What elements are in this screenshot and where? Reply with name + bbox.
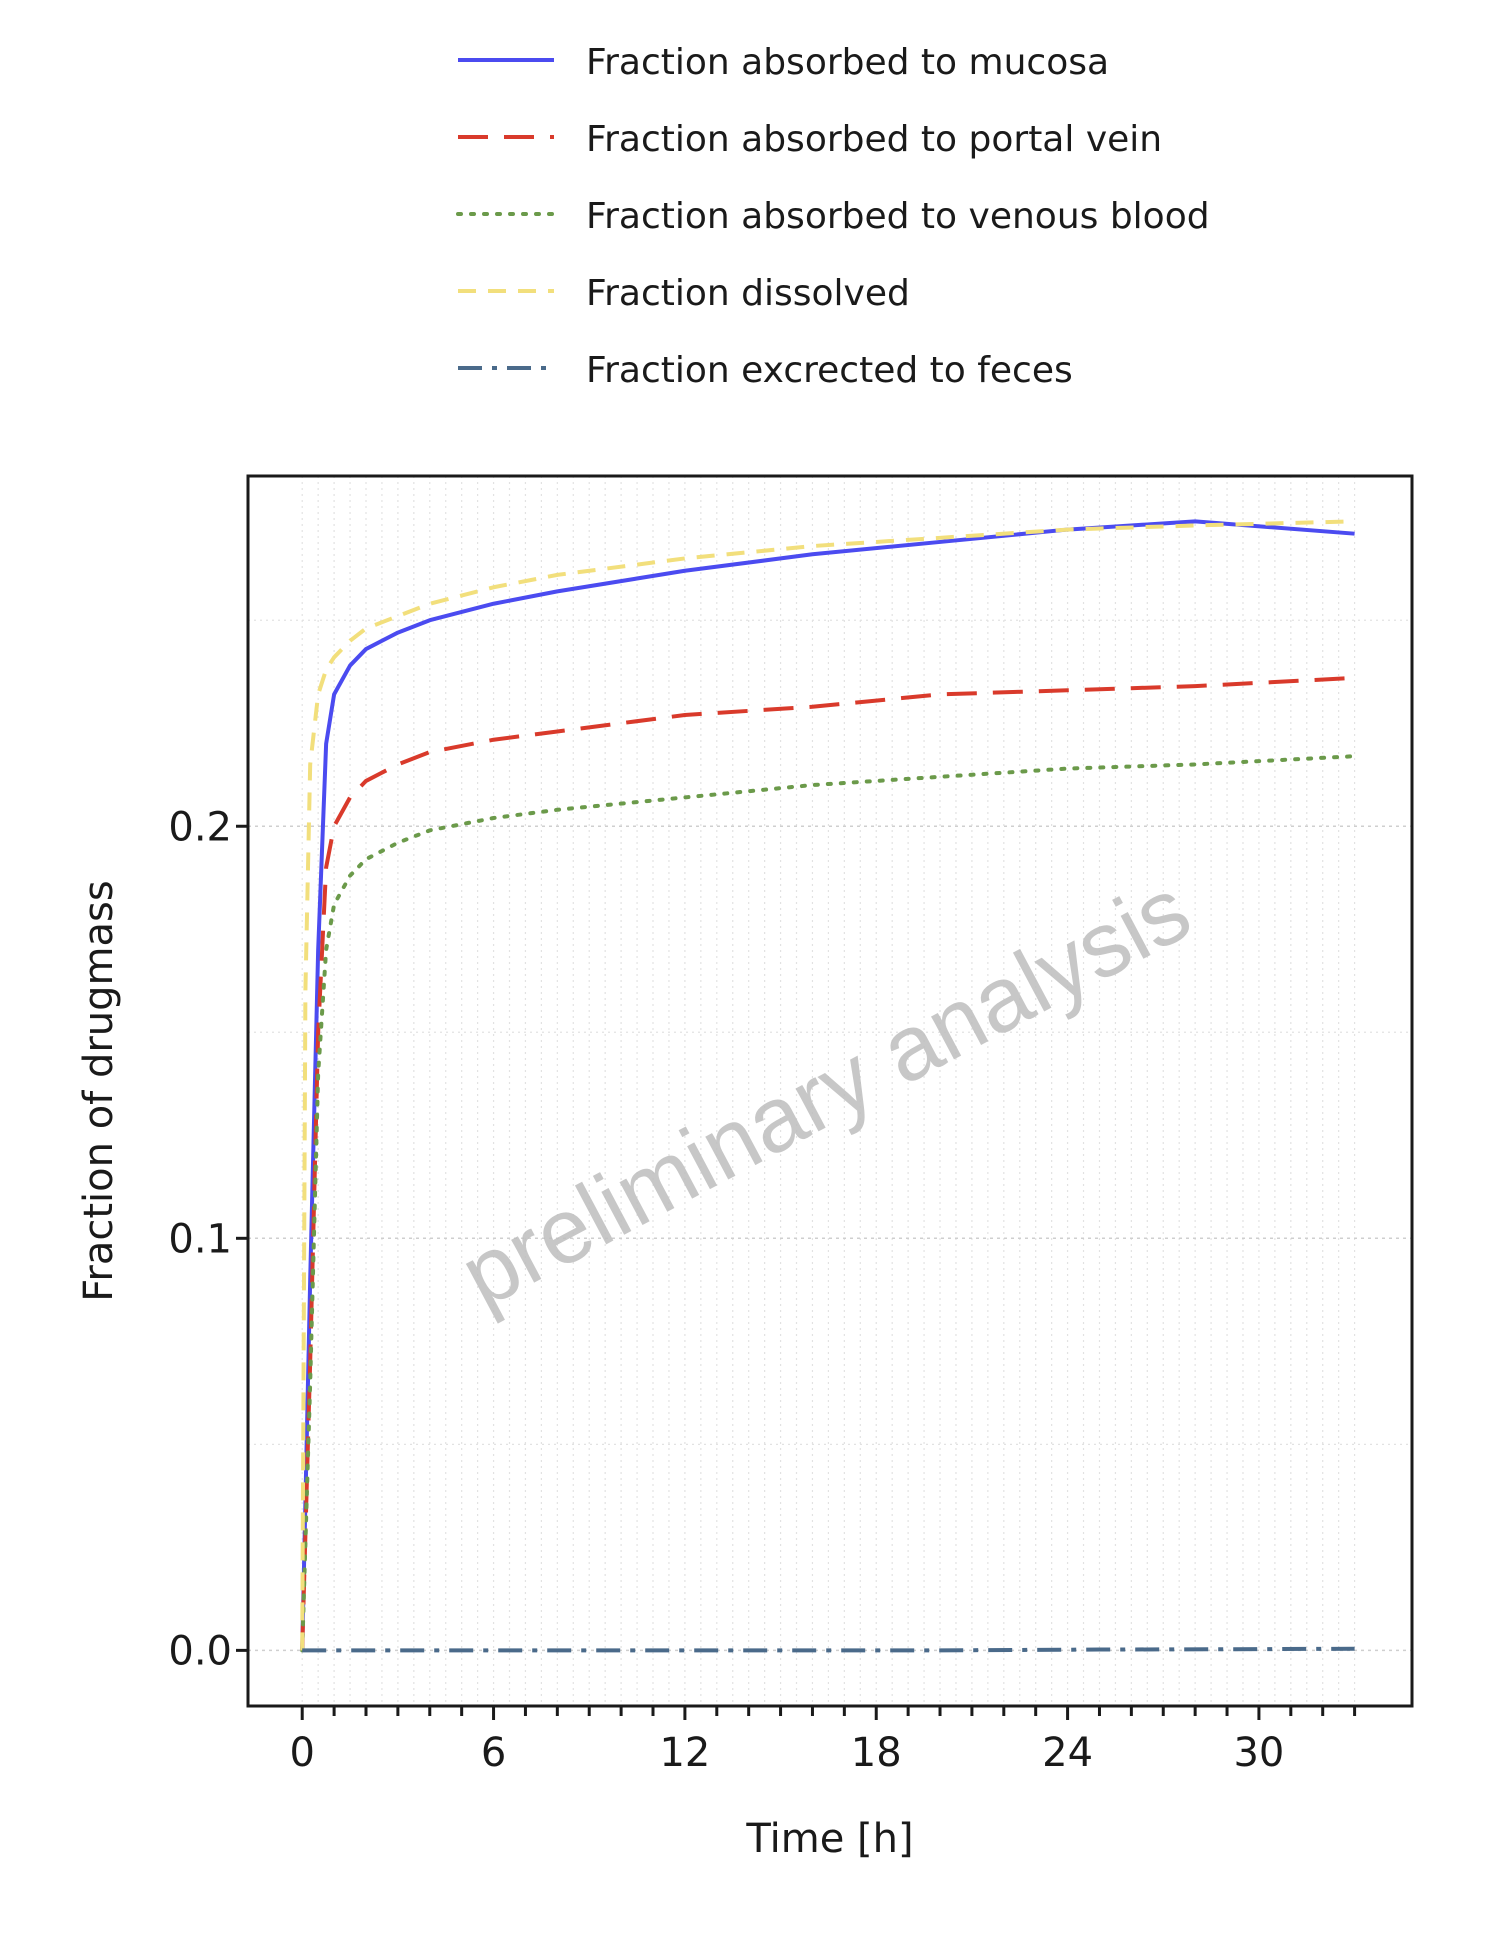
major-grid — [248, 825, 1412, 1652]
series-line-1 — [300, 519, 1355, 1651]
legend-label: Fraction dissolved — [586, 273, 910, 314]
watermark: preliminary analysis — [445, 858, 1206, 1327]
series-line-4 — [300, 519, 1355, 1651]
x-tick-label: 30 — [1233, 1730, 1284, 1776]
x-axis-title: Time [h] — [745, 1816, 913, 1862]
y-tick-label: 0.1 — [168, 1216, 232, 1262]
plot-frame — [246, 474, 1414, 1708]
x-tick-label: 12 — [659, 1730, 710, 1776]
minor-grid — [248, 476, 1412, 1706]
series-line-3 — [300, 754, 1357, 1653]
series-line-5 — [302, 1646, 1355, 1653]
legend-label: Fraction absorbed to portal vein — [586, 119, 1162, 160]
y-axis-title: Fraction of drugmass — [76, 880, 122, 1301]
legend-label: Fraction excrected to feces — [586, 350, 1073, 391]
x-tick-label: 24 — [1042, 1730, 1093, 1776]
y-tick-label: 0.0 — [168, 1628, 232, 1674]
series-line-2 — [300, 675, 1355, 1651]
x-tick-label: 0 — [289, 1730, 314, 1776]
y-axis: 0.0 0.1 0.2 — [168, 804, 248, 1674]
legend-label: Fraction absorbed to venous blood — [586, 196, 1210, 237]
series-layer — [300, 519, 1357, 1653]
x-tick-label: 18 — [851, 1730, 902, 1776]
x-axis: 0 6 12 18 24 30 — [289, 1706, 1357, 1776]
legend: Fraction absorbed to mucosa Fraction abso… — [456, 42, 1210, 391]
legend-label: Fraction absorbed to mucosa — [586, 42, 1109, 83]
y-tick-label: 0.2 — [168, 804, 232, 850]
x-tick-label: 6 — [481, 1730, 506, 1776]
